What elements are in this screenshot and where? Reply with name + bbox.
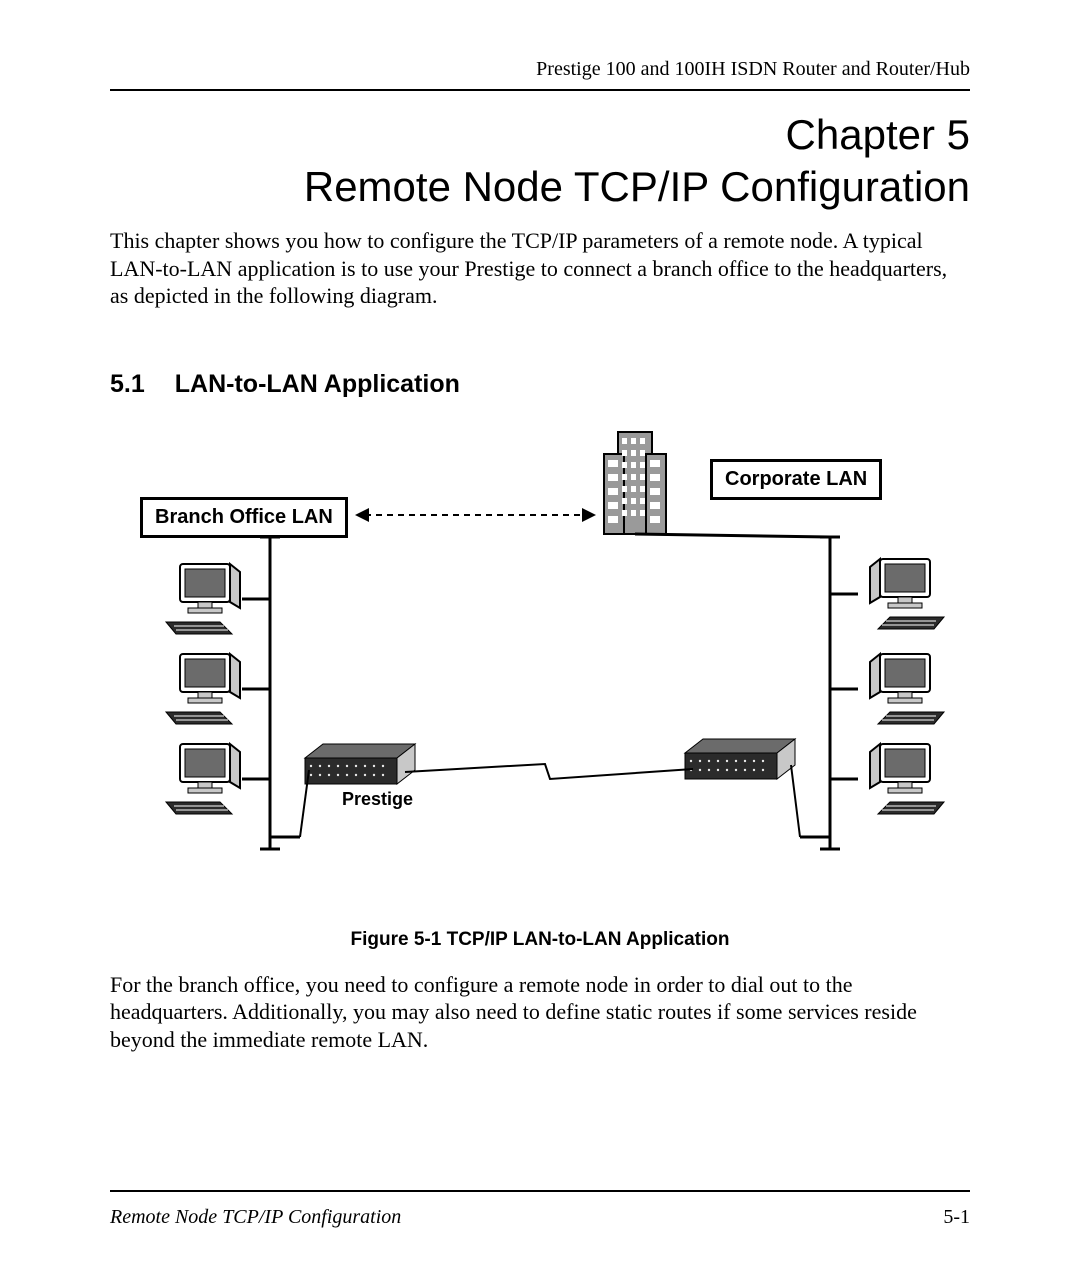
figure-caption: Figure 5-1 TCP/IP LAN-to-LAN Application bbox=[110, 929, 970, 951]
chapter-title: Remote Node TCP/IP Configuration bbox=[110, 163, 970, 211]
computer-icon bbox=[870, 654, 944, 724]
section-heading: 5.1 LAN-to-LAN Application bbox=[110, 370, 970, 399]
section-number: 5.1 bbox=[110, 370, 145, 399]
body-paragraph: For the branch office, you need to confi… bbox=[110, 971, 970, 1054]
page-footer: Remote Node TCP/IP Configuration 5-1 bbox=[110, 1190, 970, 1229]
computer-icon bbox=[870, 559, 944, 629]
figure-diagram: Branch Office LAN Corporate LAN Prestige bbox=[110, 419, 970, 899]
doc-title: Prestige 100 and 100IH ISDN Router and R… bbox=[536, 58, 970, 80]
wan-link bbox=[405, 764, 693, 779]
footer-right: 5-1 bbox=[943, 1206, 970, 1229]
corporate-lan-label: Corporate LAN bbox=[710, 459, 882, 500]
footer-left: Remote Node TCP/IP Configuration bbox=[110, 1206, 401, 1229]
document-header: Prestige 100 and 100IH ISDN Router and R… bbox=[110, 58, 970, 91]
intro-paragraph: This chapter shows you how to configure … bbox=[110, 227, 970, 310]
computer-icon bbox=[166, 654, 240, 724]
computer-icon bbox=[166, 564, 240, 634]
prestige-label: Prestige bbox=[342, 789, 413, 810]
chapter-number: Chapter 5 bbox=[110, 111, 970, 159]
router-icon bbox=[305, 744, 415, 784]
computer-icon bbox=[870, 744, 944, 814]
router-icon bbox=[685, 739, 795, 779]
section-title: LAN-to-LAN Application bbox=[175, 370, 460, 398]
building-icon bbox=[604, 432, 666, 534]
branch-office-label: Branch Office LAN bbox=[140, 497, 348, 538]
computer-icon bbox=[166, 744, 240, 814]
